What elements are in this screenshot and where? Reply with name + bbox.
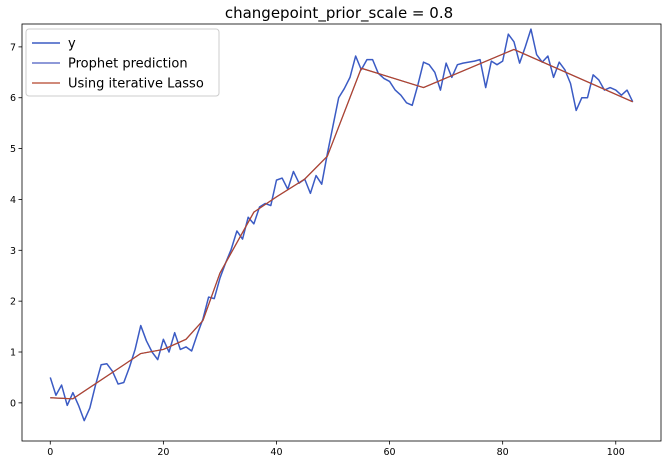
plot-area [49,28,634,422]
y-tick-label: 2 [10,297,16,308]
legend-label: y [68,37,76,52]
series-line-1 [49,28,634,422]
chart-title: changepoint_prior_scale = 0.8 [225,4,453,23]
axes-frame [21,23,662,442]
series-line-3 [50,48,633,400]
y-tick-label: 0 [10,398,16,409]
y-tick-label: 6 [10,93,16,104]
legend-label: Using iterative Lasso [68,77,204,92]
y-tick-label: 4 [10,195,16,206]
x-tick-label: 0 [47,447,53,458]
x-tick-label: 20 [157,447,169,458]
y-tick-label: 3 [10,246,16,257]
y-tick-label: 7 [10,42,16,53]
legend-label: Prophet prediction [68,57,188,72]
legend: y Prophet prediction Using iterative Lasso [25,28,220,97]
y-tick-label: 5 [10,144,16,155]
series-line-2 [50,48,633,400]
x-tick-label: 40 [270,447,282,458]
x-tick-label: 60 [384,447,396,458]
x-tick-label: 80 [497,447,509,458]
y-tick-label: 1 [10,348,16,359]
x-tick-label: 100 [607,447,625,458]
axes: 0 20 40 60 80 100 0 1 2 3 4 5 6 7 [10,23,662,458]
legend-box [25,28,220,97]
